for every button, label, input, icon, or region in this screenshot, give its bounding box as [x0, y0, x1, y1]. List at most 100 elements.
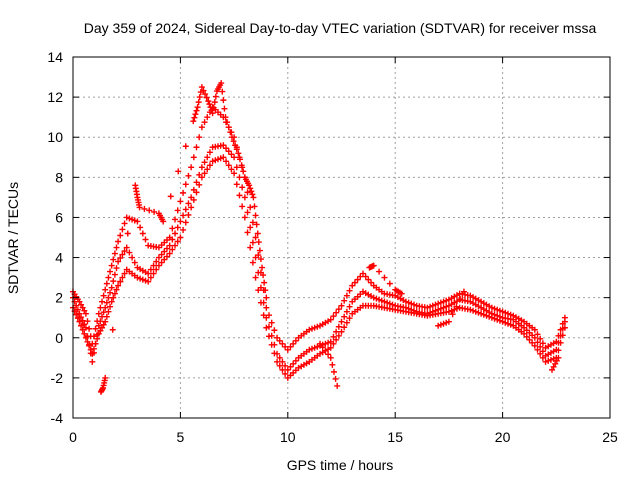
data-point	[346, 303, 353, 310]
data-point	[188, 204, 195, 211]
data-point	[223, 145, 230, 152]
data-point	[233, 146, 240, 153]
data-point	[206, 149, 213, 156]
data-point	[97, 327, 104, 334]
data-point	[76, 310, 83, 317]
data-point	[236, 192, 243, 199]
data-point	[276, 362, 283, 369]
data-point	[82, 324, 89, 331]
chart-title: Day 359 of 2024, Sidereal Day-to-day VTE…	[84, 20, 597, 36]
x-tick-label: 15	[387, 429, 403, 445]
data-point	[202, 91, 209, 98]
data-point	[74, 306, 81, 313]
data-point	[537, 335, 544, 342]
data-point	[210, 104, 217, 111]
data-point	[196, 134, 203, 141]
data-point	[111, 250, 118, 257]
data-point	[115, 282, 122, 289]
tick-layer: 0 5 10 15 20 25 -4 -2 0 2 4 6 8 10 12 14	[47, 49, 618, 445]
data-point	[74, 315, 81, 322]
data-point	[343, 308, 350, 315]
data-point	[271, 327, 278, 334]
data-layer	[70, 80, 568, 395]
data-point	[552, 360, 559, 367]
data-point	[282, 343, 289, 350]
data-point	[158, 251, 165, 258]
data-point	[100, 309, 107, 316]
data-point	[200, 87, 207, 94]
data-point	[204, 114, 211, 121]
data-point	[211, 99, 218, 106]
data-point	[252, 212, 259, 219]
data-point	[237, 156, 244, 163]
data-point	[274, 334, 281, 341]
data-point	[201, 119, 208, 126]
data-point	[319, 344, 326, 351]
data-point	[233, 181, 240, 188]
data-point	[257, 256, 264, 263]
data-point	[225, 124, 232, 131]
data-point	[195, 99, 202, 106]
data-point	[230, 138, 237, 145]
data-point	[73, 302, 80, 309]
data-point	[368, 279, 375, 286]
data-point	[174, 207, 181, 214]
data-point	[332, 375, 339, 382]
data-point	[534, 331, 541, 338]
data-point	[327, 316, 334, 323]
data-point	[250, 194, 257, 201]
data-point	[129, 254, 136, 261]
data-point	[194, 104, 201, 111]
data-point	[398, 290, 405, 297]
data-point	[223, 158, 230, 165]
y-tick-label: 4	[55, 250, 63, 266]
data-point	[346, 315, 353, 322]
data-point	[449, 311, 456, 318]
data-point	[220, 97, 227, 104]
data-point	[119, 226, 126, 233]
data-point	[341, 324, 348, 331]
y-tick-label: 14	[47, 49, 63, 65]
x-tick-label: 5	[177, 429, 185, 445]
data-point	[539, 340, 546, 347]
data-point	[193, 144, 200, 151]
y-axis-label: SDTVAR / TECUs	[5, 182, 21, 294]
data-point	[146, 207, 153, 214]
data-point	[268, 332, 275, 339]
data-point	[105, 274, 112, 281]
data-point	[94, 331, 101, 338]
data-point	[169, 246, 176, 253]
data-point	[119, 251, 126, 258]
data-point	[78, 314, 85, 321]
data-point	[274, 358, 281, 365]
data-point	[190, 186, 197, 193]
data-point	[73, 311, 80, 318]
data-point	[359, 270, 366, 277]
data-point	[78, 301, 85, 308]
data-point	[172, 216, 179, 223]
data-point	[192, 111, 199, 118]
data-point	[338, 318, 345, 325]
data-point	[262, 287, 269, 294]
data-point	[246, 182, 253, 189]
data-point	[357, 273, 364, 280]
data-point	[117, 232, 124, 239]
data-point	[153, 266, 160, 273]
data-point	[218, 80, 225, 87]
data-point	[166, 250, 173, 257]
data-point	[163, 253, 170, 260]
x-tick-label: 20	[495, 429, 511, 445]
data-point	[249, 191, 256, 198]
data-point	[175, 168, 182, 175]
data-point	[201, 170, 208, 177]
data-point	[236, 174, 243, 181]
y-tick-label: 0	[55, 330, 63, 346]
data-point	[117, 278, 124, 285]
data-point	[549, 366, 556, 373]
data-point	[98, 298, 105, 305]
data-point	[329, 361, 336, 368]
data-point	[111, 290, 118, 297]
data-point	[203, 94, 210, 101]
data-point	[327, 344, 334, 351]
data-point	[290, 360, 297, 367]
